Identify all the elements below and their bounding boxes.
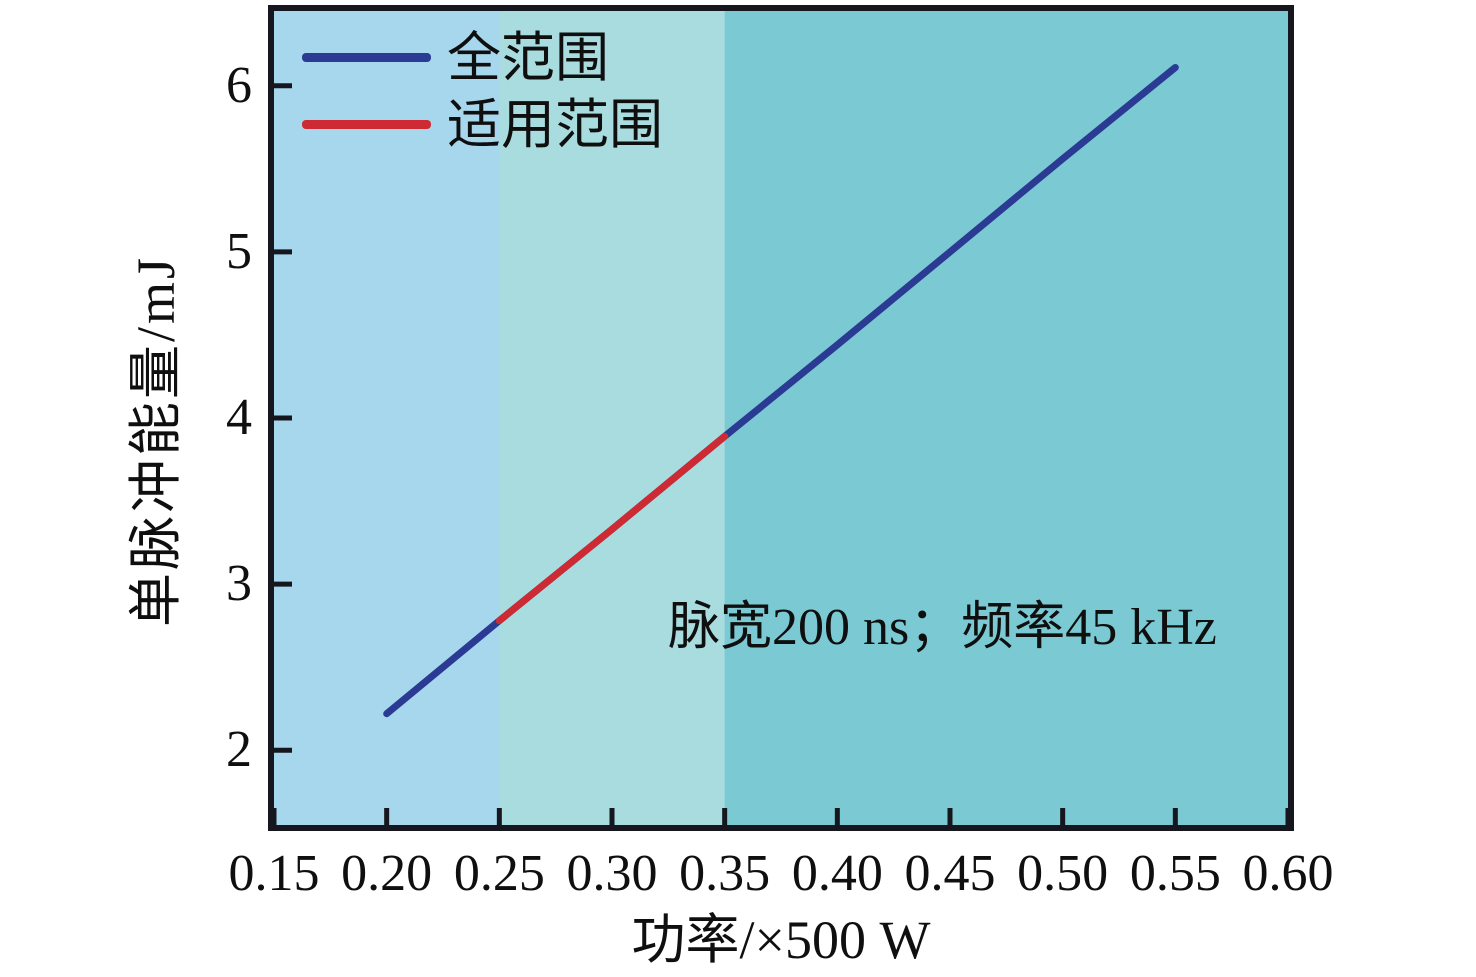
y-tick-label: 6: [226, 56, 252, 114]
legend-line-sample-full-range: [302, 53, 431, 62]
legend-label-applicable-range: 适用范围: [447, 94, 663, 155]
x-tick-label: 0.40: [791, 845, 883, 902]
series-line-1: [495, 432, 729, 625]
x-tick-label: 0.55: [1129, 845, 1221, 902]
upper-range-band: [724, 11, 1288, 825]
x-tick-label: 0.30: [566, 845, 658, 902]
legend-item-full-range: 全范围: [302, 24, 663, 91]
plot-area: 全范围 适用范围 脉宽200 ns；频率45 kHz: [268, 5, 1294, 831]
x-tick-label: 0.20: [341, 845, 433, 902]
applicable-range-band: [499, 11, 725, 825]
legend-label-full-range: 全范围: [447, 27, 609, 88]
full-range-band: [274, 11, 500, 825]
legend: 全范围 适用范围: [302, 24, 663, 158]
x-tick-label: 0.35: [679, 845, 771, 902]
legend-item-applicable-range: 适用范围: [302, 91, 663, 158]
x-tick-label: 0.25: [453, 845, 545, 902]
legend-line-sample-applicable-range: [302, 120, 431, 129]
x-tick-label: 0.50: [1017, 845, 1109, 902]
y-axis-title: 单脉冲能量/mJ: [126, 254, 186, 628]
x-tick-label: 0.45: [904, 845, 996, 902]
annotation-pulse-params: 脉宽200 ns；频率45 kHz: [668, 599, 1217, 656]
x-tick-labels: 0.15 0.20 0.25 0.30 0.35 0.40 0.45 0.50 0.55 0.60: [0, 846, 1476, 906]
y-tick-label: 4: [226, 389, 252, 446]
x-axis-title: 功率/×500 W: [631, 910, 931, 970]
x-tick-label: 0.15: [228, 845, 320, 902]
y-tick-label: 3: [226, 555, 252, 613]
y-tick-label: 2: [226, 721, 252, 779]
y-tick-label: 5: [226, 222, 252, 280]
plot-svg: [274, 11, 1288, 825]
x-tick-label: 0.60: [1242, 845, 1334, 902]
